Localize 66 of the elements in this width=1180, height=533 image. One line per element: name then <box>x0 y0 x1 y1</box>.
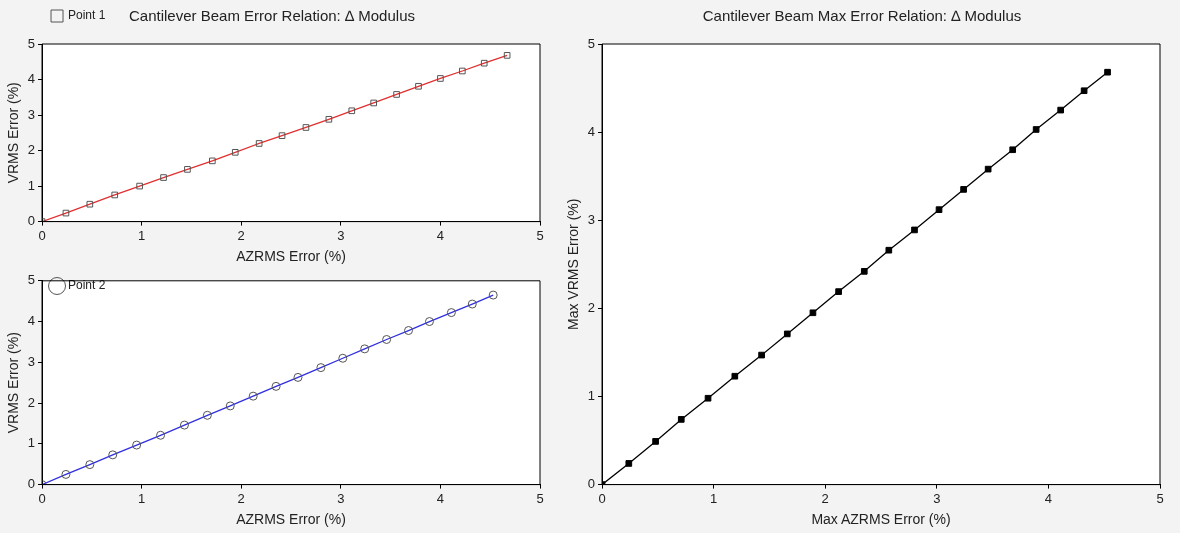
y-tick-label: 5 <box>587 35 596 51</box>
x-tick-label: 1 <box>710 490 718 506</box>
point <box>885 246 893 254</box>
x-tick-label: 4 <box>436 490 445 506</box>
legend-label: Point 2 <box>68 278 106 293</box>
y-tick-label: 3 <box>27 106 36 122</box>
point <box>935 206 943 213</box>
point <box>1009 146 1017 154</box>
x-tick-label: 0 <box>38 227 46 243</box>
y-tick-label: 2 <box>587 299 596 315</box>
point <box>731 372 739 380</box>
x-axis-title: Max AZRMS Error (%) <box>811 511 951 528</box>
x-tick-label: 1 <box>138 490 146 506</box>
y-tick-label: 4 <box>27 71 36 87</box>
x-axis-title: AZRMS Error (%) <box>236 248 346 265</box>
x-tick-label: 4 <box>436 227 445 243</box>
y-tick-label: 0 <box>27 476 36 492</box>
point <box>758 351 765 359</box>
point <box>652 438 659 445</box>
point <box>809 309 817 317</box>
x-tick-label: 3 <box>337 490 345 506</box>
y-axis-title: VRMS Error (%) <box>5 82 22 184</box>
y-tick-label: 1 <box>27 177 36 193</box>
point <box>783 330 791 338</box>
x-tick-label: 0 <box>598 490 606 506</box>
x-tick-label: 3 <box>337 227 345 243</box>
y-tick-label: 3 <box>587 211 596 227</box>
x-tick-label: 1 <box>138 227 146 243</box>
y-axis-title: VRMS Error (%) <box>5 332 22 434</box>
x-tick-label: 2 <box>821 490 829 506</box>
x-tick-label: 5 <box>1156 490 1164 506</box>
point <box>860 268 868 275</box>
y-tick-label: 5 <box>27 35 36 51</box>
point <box>625 460 633 467</box>
point <box>677 416 685 423</box>
point <box>1104 68 1111 76</box>
point <box>911 226 918 234</box>
y-tick-label: 2 <box>27 142 36 158</box>
x-tick-label: 3 <box>933 490 941 506</box>
chart-title: Cantilever Beam Error Relation: ∆ Modulus <box>129 7 415 25</box>
point <box>1080 87 1088 95</box>
x-tick-label: 0 <box>38 490 46 506</box>
point <box>835 288 842 295</box>
y-tick-label: 1 <box>587 388 596 404</box>
y-tick-label: 0 <box>27 213 36 229</box>
x-tick-label: 5 <box>536 490 544 506</box>
y-tick-label: 0 <box>587 476 596 492</box>
x-tick-label: 2 <box>237 227 245 243</box>
y-tick-label: 2 <box>27 394 36 410</box>
legend-label: Point 1 <box>68 8 106 23</box>
y-tick-label: 1 <box>27 435 36 451</box>
point <box>704 394 712 402</box>
y-axis-title: Max VRMS Error (%) <box>565 198 582 331</box>
x-tick-label: 2 <box>237 490 245 506</box>
chart-title: Cantilever Beam Max Error Relation: ∆ Modulus <box>702 7 1022 25</box>
y-tick-label: 5 <box>27 272 36 288</box>
y-tick-label: 4 <box>27 313 36 329</box>
y-tick-label: 3 <box>27 353 36 369</box>
point <box>960 186 967 193</box>
x-tick-label: 5 <box>536 227 544 243</box>
point <box>1057 106 1065 114</box>
point <box>1032 126 1040 133</box>
x-axis-title: AZRMS Error (%) <box>236 511 346 528</box>
point <box>984 165 992 173</box>
x-tick-label: 4 <box>1044 490 1053 506</box>
y-tick-label: 4 <box>587 123 596 139</box>
